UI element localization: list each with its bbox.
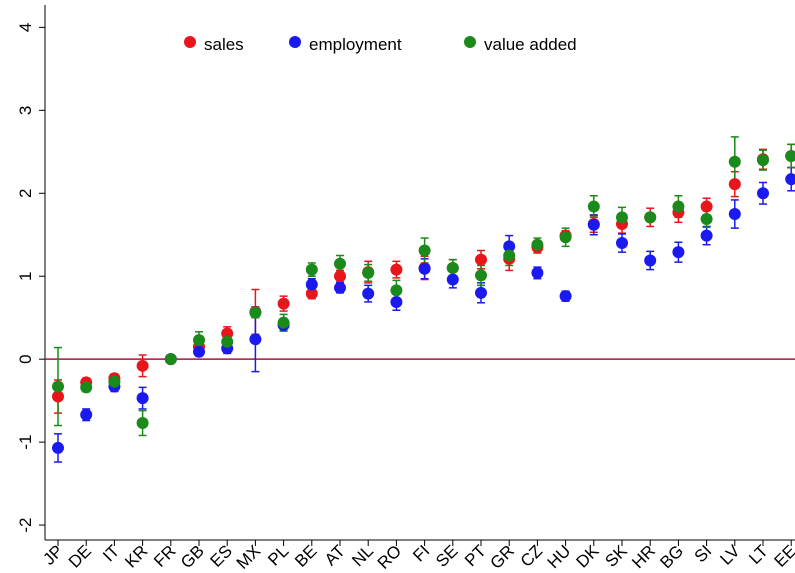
point — [136, 417, 149, 430]
point — [644, 254, 657, 267]
point — [475, 269, 487, 282]
point — [757, 187, 769, 200]
point — [559, 290, 572, 303]
point — [587, 200, 600, 213]
point — [531, 266, 544, 279]
point — [728, 155, 741, 168]
point — [418, 244, 431, 257]
point — [305, 278, 318, 291]
point — [164, 353, 177, 366]
point — [700, 200, 713, 213]
point — [700, 213, 713, 225]
point — [136, 359, 149, 372]
point — [277, 297, 290, 310]
point — [559, 231, 572, 244]
point — [700, 229, 713, 242]
point — [52, 441, 64, 454]
point — [390, 295, 403, 308]
point — [475, 286, 487, 299]
legend-label: sales — [204, 35, 244, 54]
point — [531, 238, 544, 251]
point — [305, 287, 318, 300]
point — [80, 408, 93, 421]
point — [616, 211, 628, 224]
point — [52, 390, 64, 403]
point — [728, 208, 741, 221]
point — [334, 281, 346, 294]
point — [193, 334, 205, 347]
legend-label: employment — [309, 35, 402, 54]
point — [757, 154, 769, 167]
point — [644, 211, 657, 224]
point — [418, 262, 431, 275]
point — [390, 263, 403, 276]
point — [362, 266, 375, 279]
point — [193, 345, 205, 358]
y-tick-label: 3 — [16, 106, 35, 115]
y-tick-label: 4 — [16, 23, 35, 32]
point — [616, 237, 628, 250]
point — [728, 178, 741, 191]
point — [390, 284, 403, 297]
point — [136, 392, 149, 405]
point — [672, 200, 685, 213]
point — [277, 316, 290, 329]
point — [672, 246, 685, 259]
point — [334, 270, 346, 283]
point — [503, 249, 516, 262]
point — [785, 149, 795, 162]
y-tick-label: 0 — [16, 354, 35, 363]
point — [305, 263, 318, 276]
point — [446, 261, 459, 274]
legend-marker — [184, 36, 196, 48]
y-tick-label: 1 — [16, 271, 35, 280]
point — [475, 253, 487, 266]
legend-marker — [289, 36, 301, 48]
point — [52, 380, 64, 393]
point — [80, 381, 93, 394]
y-tick-label: 2 — [16, 189, 35, 198]
point — [108, 375, 121, 388]
point — [249, 306, 262, 319]
point — [334, 257, 346, 270]
point — [249, 333, 262, 346]
point — [587, 218, 600, 231]
point — [362, 287, 375, 300]
point — [221, 327, 234, 340]
y-tick-label: -1 — [16, 435, 35, 450]
legend-label: value added — [484, 35, 577, 54]
point — [446, 273, 459, 286]
point — [221, 335, 234, 348]
legend-marker — [464, 36, 476, 48]
point — [785, 173, 795, 186]
point — [503, 240, 516, 253]
y-tick-label: -2 — [16, 518, 35, 533]
